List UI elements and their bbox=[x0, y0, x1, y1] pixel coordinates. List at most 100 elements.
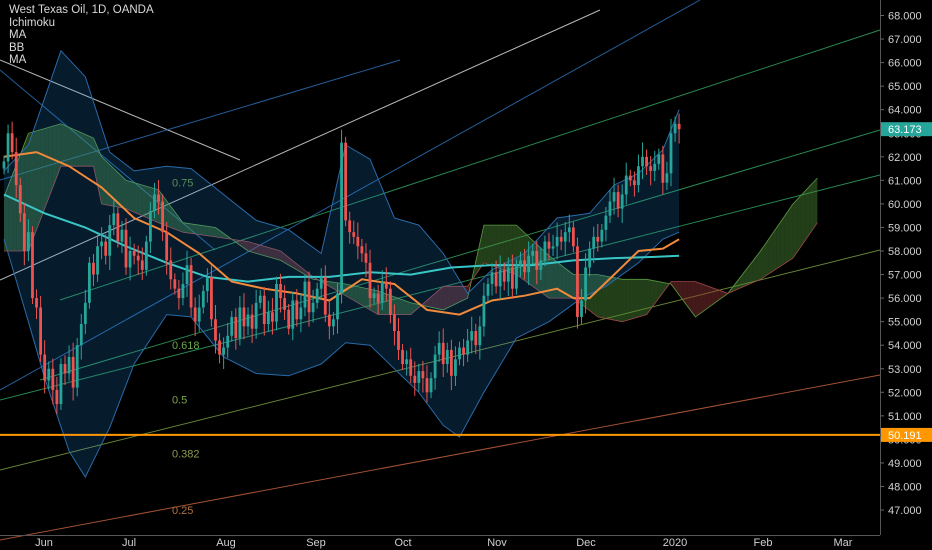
cloud-segment bbox=[170, 206, 175, 230]
fib-label: 0.618 bbox=[172, 340, 200, 352]
cloud-segment bbox=[361, 287, 366, 308]
legend-indicator-ma-2[interactable]: MA bbox=[9, 54, 27, 66]
time-axis[interactable]: Jun Jul Aug Sep Oct Nov Dec 2020 Feb Mar bbox=[0, 535, 880, 550]
candle-body bbox=[612, 192, 616, 202]
candle-body bbox=[348, 220, 352, 233]
cloud-segment bbox=[435, 289, 440, 309]
candle-body bbox=[295, 300, 299, 320]
candle-body bbox=[254, 302, 258, 329]
candle-body bbox=[425, 378, 429, 393]
cloud-segment bbox=[406, 301, 411, 315]
candle-body bbox=[100, 241, 104, 247]
legend-indicator-ichimoku[interactable]: Ichimoku bbox=[9, 16, 56, 29]
price-tick-label: 55.000 bbox=[888, 317, 922, 329]
cloud-segment bbox=[650, 280, 655, 310]
candle-body bbox=[193, 307, 197, 322]
cloud-segment bbox=[699, 283, 704, 314]
candle-body bbox=[478, 326, 482, 346]
cloud-segment bbox=[142, 185, 147, 218]
cloud-segment bbox=[89, 136, 94, 167]
price-tick-label: 57.000 bbox=[888, 270, 922, 282]
legend-indicator-bb[interactable]: BB bbox=[9, 41, 25, 54]
candle-body bbox=[608, 201, 612, 216]
last-price-tag-bg bbox=[881, 122, 932, 137]
cloud-segment bbox=[622, 279, 627, 322]
cloud-segment bbox=[614, 277, 619, 321]
fan-line-1 bbox=[0, 69, 216, 251]
candle-body bbox=[466, 340, 470, 355]
cloud-span-a bbox=[3, 123, 818, 318]
candle-body bbox=[474, 331, 478, 346]
price-tick-label: 53.000 bbox=[888, 364, 922, 376]
fib-label: 0.5 bbox=[172, 394, 187, 406]
candle-body bbox=[535, 251, 539, 270]
cloud-segment bbox=[662, 282, 667, 293]
cloud-segment bbox=[618, 278, 623, 322]
price-tags: 63.173 50.191 bbox=[881, 122, 932, 442]
cloud-segment bbox=[801, 190, 806, 247]
ma-fast-line bbox=[3, 151, 680, 316]
cloud-segment bbox=[56, 123, 61, 177]
candle-body bbox=[372, 293, 376, 299]
candle-body bbox=[580, 300, 583, 317]
candle-body bbox=[226, 335, 230, 348]
cloud-segment bbox=[483, 225, 488, 265]
candle-body bbox=[397, 331, 400, 350]
time-tick-label: Mar bbox=[834, 537, 853, 549]
candle-body bbox=[502, 269, 506, 282]
fib-label: 0.75 bbox=[172, 178, 193, 190]
legend-indicator-ma[interactable]: MA bbox=[9, 29, 27, 41]
price-tick-label: 66.000 bbox=[888, 58, 922, 70]
cloud-segment bbox=[500, 225, 505, 271]
candle-body bbox=[616, 192, 620, 209]
candle-body bbox=[669, 133, 673, 174]
candle-body bbox=[299, 307, 303, 320]
legend-title[interactable]: West Texas Oil, 1D, OANDA bbox=[9, 4, 154, 16]
candle-body bbox=[39, 307, 43, 355]
cloud-segment bbox=[117, 172, 122, 208]
cloud-segment bbox=[304, 270, 310, 277]
cloud-segment bbox=[32, 130, 37, 241]
fan-line-5 bbox=[59, 29, 881, 301]
cloud-segment bbox=[756, 251, 761, 282]
candle-body bbox=[327, 314, 331, 327]
cloud-segment bbox=[276, 249, 281, 261]
cloud-segment bbox=[65, 125, 70, 167]
candle-body bbox=[18, 185, 22, 214]
candle-body bbox=[75, 345, 79, 388]
candle-body bbox=[132, 251, 136, 256]
candle-body bbox=[547, 241, 551, 249]
cloud-segment bbox=[451, 286, 456, 306]
cloud-segment bbox=[768, 233, 773, 274]
price-tick-label: 52.000 bbox=[888, 387, 922, 399]
cloud-segment bbox=[353, 285, 358, 303]
cloud-segment bbox=[272, 248, 277, 260]
cloud-segment bbox=[772, 227, 777, 272]
last-price-tag: 63.173 bbox=[888, 124, 922, 136]
candle-body bbox=[482, 295, 486, 327]
candle-body bbox=[250, 314, 254, 329]
cloud-segment bbox=[402, 299, 407, 315]
candle-body bbox=[360, 246, 364, 254]
cloud-segment bbox=[199, 225, 204, 236]
candle-body bbox=[120, 229, 124, 242]
candle-body bbox=[657, 154, 661, 164]
cloud-segment bbox=[805, 186, 810, 241]
cloud-segment bbox=[60, 123, 66, 167]
candle-body bbox=[588, 248, 592, 268]
candle-body bbox=[384, 281, 388, 289]
candle-body bbox=[153, 194, 156, 211]
cloud-segment bbox=[52, 125, 57, 188]
candle-body bbox=[376, 293, 380, 303]
candle-body bbox=[417, 371, 421, 383]
candle-body bbox=[149, 210, 152, 242]
cloud-segment bbox=[248, 241, 253, 253]
cloud-segment bbox=[207, 226, 212, 237]
price-axis[interactable]: 47.00048.00049.00050.00051.00052.00053.0… bbox=[880, 0, 932, 550]
cloud-segment bbox=[687, 281, 692, 312]
candle-body bbox=[128, 251, 132, 268]
candle-body bbox=[169, 260, 173, 280]
cloud-segment bbox=[731, 282, 737, 292]
